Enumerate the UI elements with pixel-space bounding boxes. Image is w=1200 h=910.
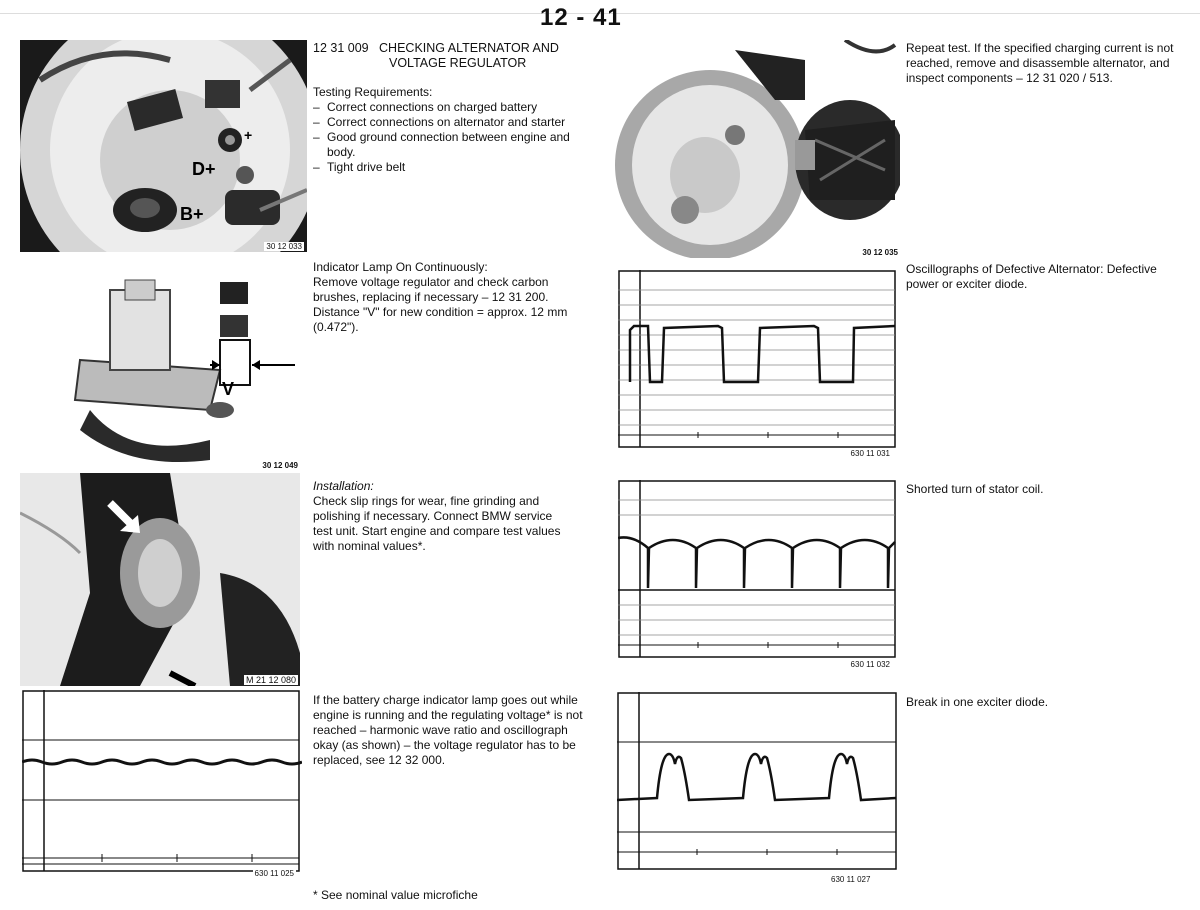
dplus-label: D+ bbox=[192, 159, 216, 179]
v-label: V bbox=[222, 379, 234, 399]
oscillograph-shorted-turn: 630 11 032 bbox=[618, 480, 900, 670]
bplus-label: B+ bbox=[180, 204, 204, 224]
page-number: 12 - 41 bbox=[540, 4, 622, 31]
shorted-section: Shorted turn of stator coil. bbox=[906, 482, 1191, 497]
section-title-line2: VOLTAGE REGULATOR bbox=[389, 56, 527, 70]
list-item: Correct connections on charged battery bbox=[313, 100, 603, 115]
installation-heading: Installation: bbox=[313, 479, 374, 493]
checking-section: 12 31 009 CHECKING ALTERNATOR AND VOLTAG… bbox=[313, 41, 603, 175]
lamp-section: Indicator Lamp On Continuously: Remove v… bbox=[313, 260, 583, 335]
oscillograph-break-diode: 630 11 027 bbox=[617, 692, 900, 888]
footnote: * See nominal value microfiche bbox=[313, 888, 478, 902]
figure-label: 630 11 031 bbox=[848, 449, 892, 458]
shorted-body: Shorted turn of stator coil. bbox=[906, 482, 1044, 496]
figure-label: 30 12 049 bbox=[260, 461, 300, 470]
list-item: Tight drive belt bbox=[313, 160, 603, 175]
requirements-list: Correct connections on charged battery C… bbox=[313, 100, 603, 175]
oscillograph-defective-diode: 630 11 031 bbox=[618, 270, 900, 458]
lamp-body: Remove voltage regulator and check carbo… bbox=[313, 275, 568, 334]
top-rule bbox=[0, 13, 1200, 14]
list-item: Good ground connection between engine an… bbox=[313, 130, 577, 160]
osc-defective-body: Oscillographs of Defective Alternator: D… bbox=[906, 262, 1157, 291]
oscillograph-normal: 630 11 025 bbox=[22, 690, 302, 880]
list-item: Correct connections on alternator and st… bbox=[313, 115, 567, 130]
figure-label: M 21 12 080 bbox=[243, 675, 298, 685]
alternator-photo: D+ B+ + 30 12 033 bbox=[20, 40, 307, 252]
figure-label: 30 12 033 bbox=[264, 242, 304, 251]
repeat-section: Repeat test. If the specified charging c… bbox=[906, 41, 1191, 86]
section-title: CHECKING ALTERNATOR AND bbox=[379, 41, 559, 55]
plus-label: + bbox=[244, 127, 252, 143]
break-body: Break in one exciter diode. bbox=[906, 695, 1049, 709]
repeat-body: Repeat test. If the specified charging c… bbox=[906, 41, 1174, 85]
break-section: Break in one exciter diode. bbox=[906, 695, 1191, 710]
installation-section: Installation: Check slip rings for wear,… bbox=[313, 479, 573, 554]
figure-label: 630 11 027 bbox=[829, 875, 873, 884]
installation-body: Check slip rings for wear, fine grinding… bbox=[313, 494, 561, 553]
figure-label: 630 11 025 bbox=[252, 869, 296, 878]
figure-label: 630 11 032 bbox=[848, 660, 892, 669]
lamp-out-section: If the battery charge indicator lamp goe… bbox=[313, 693, 583, 768]
section-code: 12 31 009 bbox=[313, 41, 369, 55]
lamp-heading: Indicator Lamp On Continuously: bbox=[313, 260, 488, 274]
lamp-out-body: If the battery charge indicator lamp goe… bbox=[313, 693, 583, 767]
disassembled-alternator-photo: 30 12 035 bbox=[615, 40, 900, 258]
regulator-photo: V 30 12 049 bbox=[70, 270, 300, 470]
osc-defective-section: Oscillographs of Defective Alternator: D… bbox=[906, 262, 1191, 292]
requirements-heading: Testing Requirements: bbox=[313, 85, 433, 99]
figure-label: 30 12 035 bbox=[860, 248, 900, 257]
installation-photo: M 21 12 080 bbox=[20, 473, 300, 686]
